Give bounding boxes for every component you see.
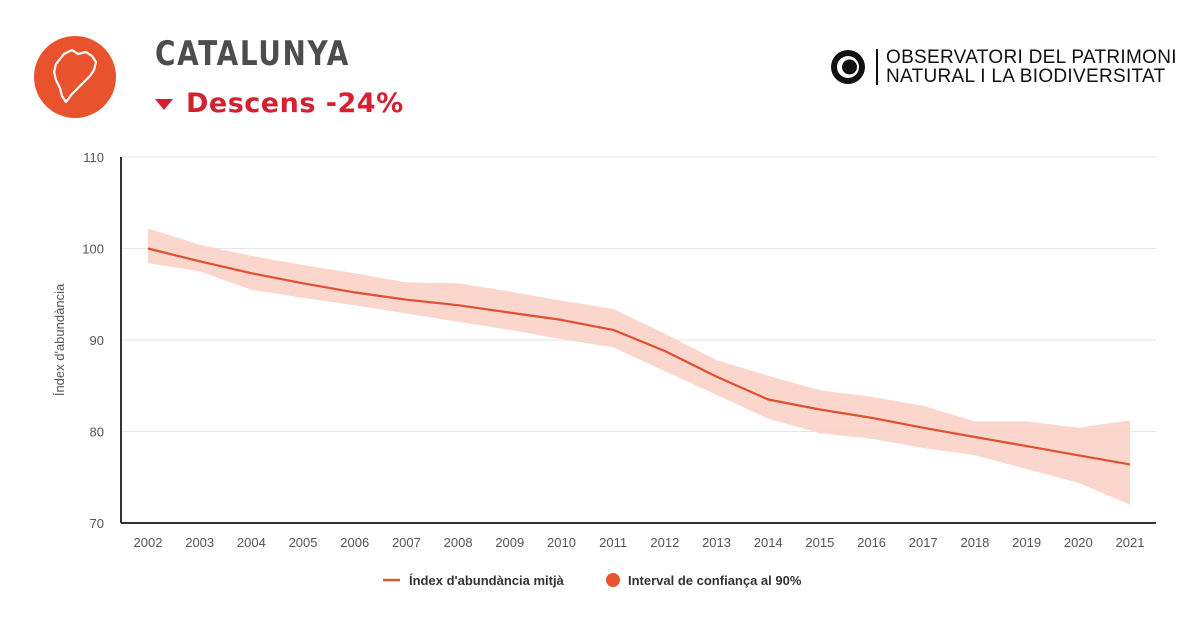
x-tick-2016: 2016: [857, 535, 886, 550]
x-tick-2002: 2002: [134, 535, 163, 550]
triangle-down-icon: [155, 98, 173, 110]
y-tick-100: 100: [82, 242, 104, 257]
x-tick-2018: 2018: [960, 535, 989, 550]
legend-item-ci: Interval de confiança al 90%: [628, 573, 802, 588]
x-tick-2005: 2005: [289, 535, 318, 550]
organization-name: OBSERVATORI DEL PATRIMONI NATURAL I LA B…: [886, 48, 1177, 86]
x-tick-2017: 2017: [909, 535, 938, 550]
y-tick-70: 70: [90, 516, 104, 531]
x-tick-2012: 2012: [650, 535, 679, 550]
region-title: CATALUNYA: [155, 34, 350, 74]
org-line-1: OBSERVATORI DEL PATRIMONI: [886, 47, 1177, 68]
x-tick-2015: 2015: [805, 535, 834, 550]
confidence-band: [148, 228, 1130, 505]
org-line-2: NATURAL I LA BIODIVERSITAT: [886, 66, 1166, 87]
y-ticks: 70 80 90 100 110: [82, 150, 104, 531]
series-line: [147, 247, 1131, 466]
x-tick-2014: 2014: [754, 535, 783, 550]
observatori-logo-icon: [831, 50, 865, 84]
x-tick-2007: 2007: [392, 535, 421, 550]
x-tick-2004: 2004: [237, 535, 266, 550]
legend-item-mean: Índex d'abundància mitjà: [409, 573, 565, 588]
catalonia-map-icon: [52, 48, 98, 104]
y-tick-90: 90: [90, 333, 104, 348]
x-tick-2003: 2003: [185, 535, 214, 550]
x-tick-2013: 2013: [702, 535, 731, 550]
y-axis-label: Índex d'abundància: [52, 283, 67, 396]
y-tick-80: 80: [90, 425, 104, 440]
organization-brand: OBSERVATORI DEL PATRIMONI NATURAL I LA B…: [830, 48, 1177, 86]
x-tick-2021: 2021: [1116, 535, 1145, 550]
x-tick-2006: 2006: [340, 535, 369, 550]
x-tick-2009: 2009: [495, 535, 524, 550]
legend-dot-swatch: [606, 573, 620, 587]
trend-label: Descens -24%: [186, 87, 404, 119]
x-tick-2010: 2010: [547, 535, 576, 550]
x-tick-2011: 2011: [599, 535, 627, 550]
trend-indicator: Descens -24%: [155, 86, 404, 120]
x-tick-2008: 2008: [444, 535, 473, 550]
x-tick-2020: 2020: [1064, 535, 1093, 550]
legend: Índex d'abundància mitjà Interval de con…: [383, 573, 802, 588]
region-badge: [34, 36, 116, 118]
grid-lines: [121, 156, 1156, 432]
x-ticks: 2002 2003 2004 2005 2006 2007 2008 2009 2010 2011…: [134, 535, 1145, 550]
brand-separator: [876, 49, 878, 85]
y-tick-110: 110: [83, 150, 104, 165]
x-tick-2019: 2019: [1012, 535, 1041, 550]
axes: [120, 157, 1156, 524]
